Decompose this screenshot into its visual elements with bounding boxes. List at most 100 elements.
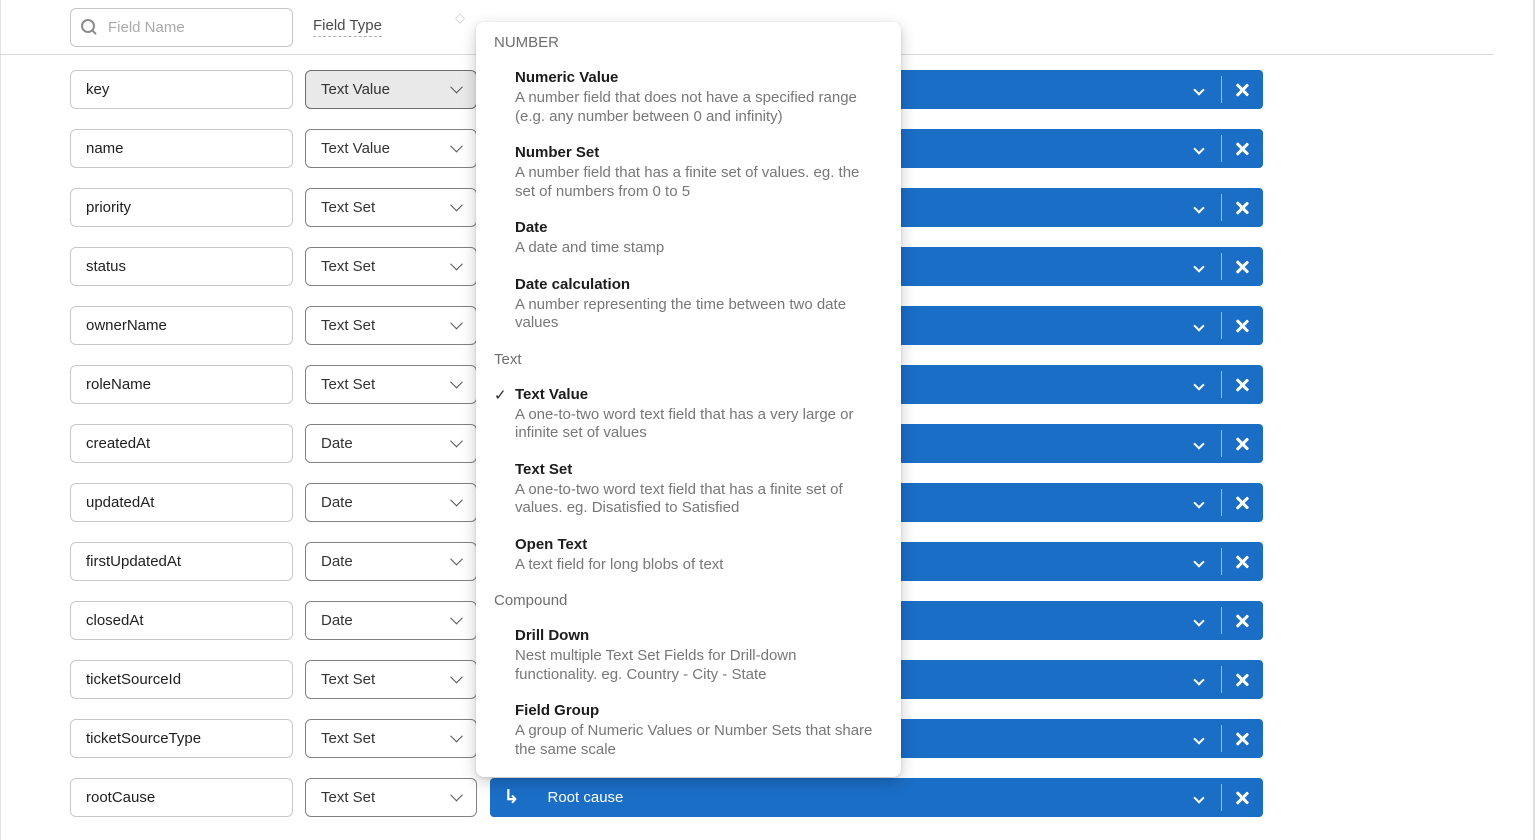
field-type-dropdown[interactable]: Text Set [305, 306, 477, 345]
close-icon [1235, 613, 1251, 629]
divider [1220, 371, 1222, 398]
divider [1220, 489, 1222, 516]
menu-item-open-text[interactable]: Open Text A text field for long blobs of… [515, 535, 724, 573]
remove-field-button[interactable] [1222, 483, 1263, 522]
check-icon: ✓ [494, 386, 507, 404]
table-row: rootCause Text Set ↳ Root cause [70, 778, 1536, 817]
field-type-dropdown[interactable]: Text Set [305, 188, 477, 227]
field-type-value: Text Set [321, 199, 376, 216]
field-type-dropdown[interactable]: Text Set [305, 778, 477, 817]
remove-field-button[interactable] [1222, 70, 1263, 109]
field-name-label: roleName [86, 376, 152, 393]
field-type-column-label: Field Type [313, 17, 382, 37]
remove-field-button[interactable] [1222, 424, 1263, 463]
chevron-down-icon [450, 611, 463, 625]
search-icon [81, 19, 97, 35]
field-type-dropdown[interactable]: Text Set [305, 247, 477, 286]
field-type-dropdown[interactable]: Date [305, 601, 477, 640]
field-type-dropdown[interactable]: Date [305, 542, 477, 581]
chevron-down-icon [1192, 614, 1205, 627]
chevron-down-icon [1192, 378, 1205, 391]
menu-item-text-set[interactable]: Text Set A one-to-two word text field th… [515, 460, 843, 517]
field-name-box[interactable]: ticketSourceType [70, 719, 293, 758]
field-type-dropdown[interactable]: Text Set [305, 365, 477, 404]
remove-field-button[interactable] [1222, 719, 1263, 758]
remove-field-button[interactable] [1222, 247, 1263, 286]
close-icon [1235, 672, 1251, 688]
remove-field-button[interactable] [1222, 129, 1263, 168]
field-name-box[interactable]: name [70, 129, 293, 168]
mapped-field-bar: ↳ Root cause [490, 778, 1263, 817]
chevron-down-icon [450, 788, 463, 802]
field-type-dropdown[interactable]: Text Set [305, 660, 477, 699]
field-type-dropdown[interactable]: Text Value [305, 70, 477, 109]
field-name-box[interactable]: roleName [70, 365, 293, 404]
field-name-box[interactable]: status [70, 247, 293, 286]
remove-field-button[interactable] [1222, 660, 1263, 699]
field-name-label: ticketSourceId [86, 671, 182, 688]
field-name-label: ticketSourceType [86, 730, 202, 747]
menu-item-date-calculation[interactable]: Date calculation A number representing t… [515, 275, 847, 332]
field-name-box[interactable]: rootCause [70, 778, 293, 817]
field-type-dropdown[interactable]: Text Set [305, 719, 477, 758]
menu-item-number-set[interactable]: Number Set A number field that has a fin… [515, 144, 860, 200]
field-type-value: Date [321, 435, 353, 452]
divider [1220, 194, 1222, 221]
panel-section-text: Text ✓ Text Value A one-to-two word text… [494, 351, 877, 575]
field-name-label: ownerName [86, 317, 167, 334]
divider [1220, 76, 1222, 103]
mapped-field-dropdown[interactable]: ↳ Root cause [490, 778, 1221, 817]
chevron-down-icon [450, 493, 463, 507]
field-name-label: updatedAt [86, 494, 155, 511]
field-name-box[interactable]: ticketSourceId [70, 660, 293, 699]
remove-field-button[interactable] [1222, 542, 1263, 581]
field-name-label: priority [86, 199, 132, 216]
field-type-dropdown[interactable]: Date [305, 483, 477, 522]
close-icon [1235, 790, 1251, 806]
chevron-down-icon [450, 434, 463, 448]
field-name-box[interactable]: closedAt [70, 601, 293, 640]
field-name-box[interactable]: key [70, 70, 293, 109]
divider [1220, 135, 1222, 162]
chevron-down-icon [450, 257, 463, 271]
chevron-down-icon [450, 139, 463, 153]
field-name-box[interactable]: ownerName [70, 306, 293, 345]
divider [1220, 666, 1222, 693]
chevron-down-icon [1192, 201, 1205, 214]
nested-arrow-icon: ↳ [503, 787, 520, 808]
field-name-box[interactable]: firstUpdatedAt [70, 542, 293, 581]
field-name-box[interactable]: priority [70, 188, 293, 227]
search-input[interactable] [106, 17, 282, 37]
field-name-label: rootCause [86, 789, 156, 806]
divider [1220, 548, 1222, 575]
divider [1220, 725, 1222, 752]
panel-section-compound: Compound Drill Down Nest multiple Text S… [494, 592, 877, 759]
field-type-dropdown[interactable]: Text Value [305, 129, 477, 168]
menu-item-text-value[interactable]: ✓ Text Value A one-to-two word text fiel… [494, 385, 854, 442]
menu-item-drill-down[interactable]: Drill Down Nest multiple Text Set Fields… [515, 627, 797, 683]
remove-field-button[interactable] [1222, 365, 1263, 404]
diamond-icon: ◇ [455, 10, 465, 25]
menu-item-field-group[interactable]: Field Group A group of Numeric Values or… [515, 702, 873, 758]
field-type-value: Text Set [321, 376, 376, 393]
field-type-value: Text Set [321, 671, 376, 688]
menu-item-date[interactable]: Date A date and time stamp [515, 219, 665, 256]
remove-field-button[interactable] [1222, 778, 1263, 817]
divider [1220, 253, 1222, 280]
field-name-box[interactable]: createdAt [70, 424, 293, 463]
chevron-down-icon [1192, 555, 1205, 568]
field-name-search[interactable] [70, 7, 293, 47]
field-name-box[interactable]: updatedAt [70, 483, 293, 522]
field-type-value: Text Value [321, 140, 390, 157]
remove-field-button[interactable] [1222, 601, 1263, 640]
remove-field-button[interactable] [1222, 188, 1263, 227]
remove-field-button[interactable] [1222, 306, 1263, 345]
section-header: Compound [494, 592, 568, 609]
field-type-dropdown[interactable]: Date [305, 424, 477, 463]
chevron-down-icon [1192, 732, 1205, 745]
field-name-label: status [86, 258, 127, 275]
divider [1220, 607, 1222, 634]
menu-item-numeric-value[interactable]: Numeric Value A number field that does n… [515, 69, 857, 125]
field-name-label: createdAt [86, 435, 151, 452]
divider [1220, 784, 1222, 811]
